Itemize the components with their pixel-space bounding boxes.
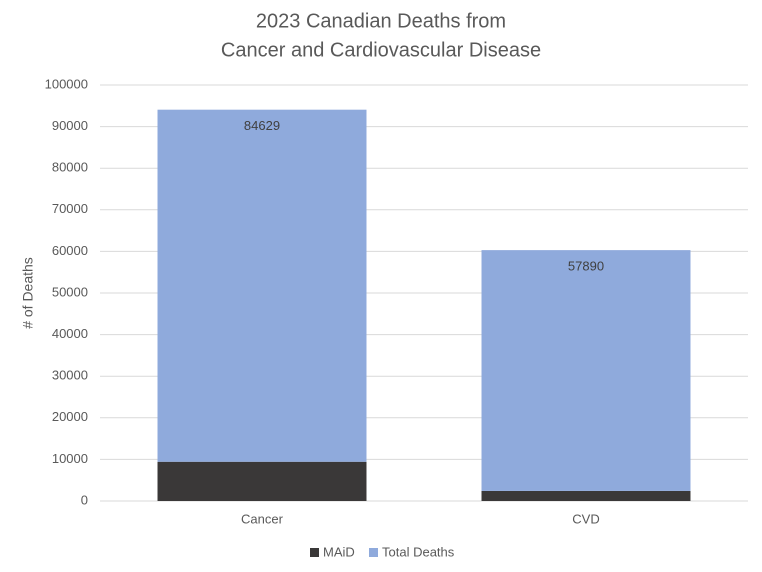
y-tick-label: 90000 <box>52 118 88 133</box>
y-tick-label: 40000 <box>52 326 88 341</box>
y-tick-label: 100000 <box>45 76 88 91</box>
y-tick-label: 60000 <box>52 243 88 258</box>
chart-title: 2023 Canadian Deaths from <box>256 10 506 32</box>
y-tick-label: 20000 <box>52 409 88 424</box>
y-tick-label: 80000 <box>52 160 88 175</box>
chart-title: Cancer and Cardiovascular Disease <box>221 39 541 61</box>
y-tick-label: 0 <box>81 492 88 507</box>
legend-label: MAiD <box>323 544 355 559</box>
y-axis-label: # of Deaths <box>20 257 36 329</box>
data-label: 84629 <box>244 118 280 133</box>
bar-segment <box>157 109 367 462</box>
legend-label: Total Deaths <box>382 544 455 559</box>
bar-segment <box>157 461 367 501</box>
y-tick-label: 50000 <box>52 284 88 299</box>
y-tick-label: 70000 <box>52 201 88 216</box>
bar-segment <box>481 490 691 501</box>
y-tick-label: 10000 <box>52 451 88 466</box>
data-label: 57890 <box>568 259 604 274</box>
y-tick-label: 30000 <box>52 368 88 383</box>
legend-swatch <box>369 548 378 557</box>
x-tick-label: CVD <box>572 511 599 526</box>
x-tick-label: Cancer <box>241 511 284 526</box>
bar-segment <box>481 250 691 491</box>
legend-swatch <box>310 548 319 557</box>
